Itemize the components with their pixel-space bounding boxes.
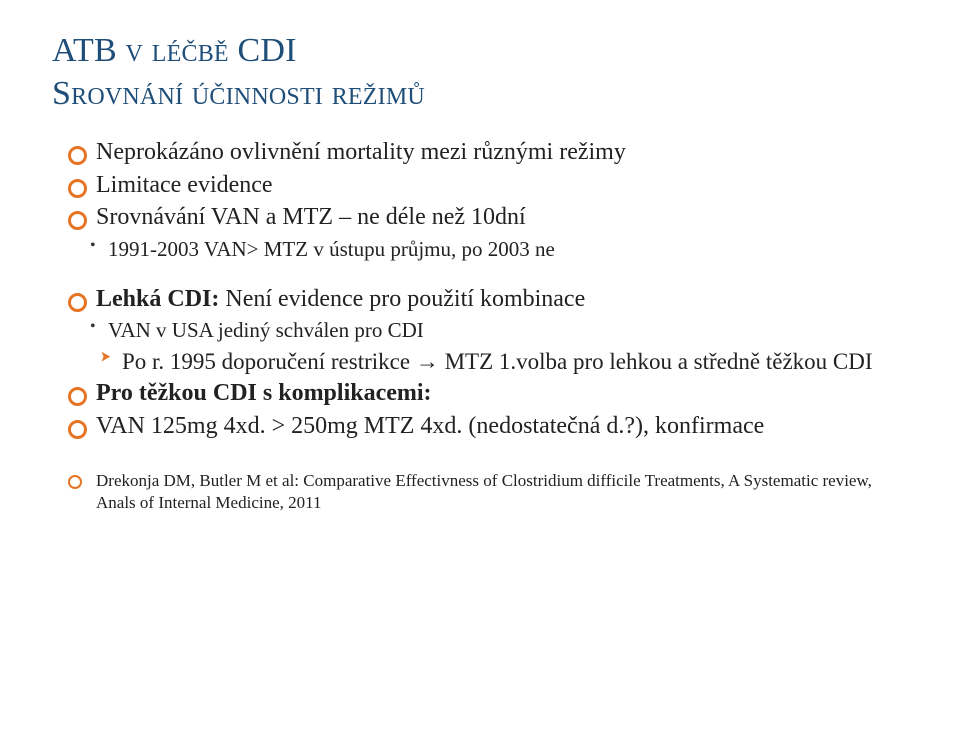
bullet-van-dose: VAN 125mg 4xd. > 250mg MTZ 4xd. (nedosta… (78, 411, 908, 442)
title-line-2: Srovnání účinnosti režimů (52, 73, 908, 116)
spacer (52, 266, 908, 284)
bullet-tezka-cdi: Pro těžkou CDI s komplikacemi: (78, 378, 908, 409)
reference-block: Drekonja DM, Butler M et al: Comparative… (52, 470, 908, 514)
slide: ATB v léčbě CDI Srovnání účinnosti režim… (0, 0, 960, 733)
bullet-van-usa: VAN v USA jediný schválen pro CDI (78, 316, 908, 344)
bullet-limitace: Limitace evidence (78, 170, 908, 201)
bullet-srovnavani: Srovnávání VAN a MTZ – ne déle než 10dní (78, 202, 908, 233)
reference: Drekonja DM, Butler M et al: Comparative… (78, 470, 908, 514)
bullet-1991-2003: 1991-2003 VAN> MTZ v ústupu průjmu, po 2… (78, 235, 908, 263)
bullet-lehka-cdi-rest: Není evidence pro použití kombinace (219, 286, 585, 312)
title-line-1: ATB v léčbě CDI (52, 30, 908, 73)
bullet-lehka-cdi: Lehká CDI: Není evidence pro použití kom… (78, 284, 908, 315)
bullet-lehka-cdi-strong: Lehká CDI: (96, 286, 219, 312)
slide-content: Neprokázáno ovlivnění mortality mezi růz… (52, 137, 908, 514)
slide-title: ATB v léčbě CDI Srovnání účinnosti režim… (52, 30, 908, 115)
bullet-1995: Po r. 1995 doporučení restrikce → MTZ 1.… (78, 347, 908, 377)
bullet-mortality: Neprokázáno ovlivnění mortality mezi růz… (78, 137, 908, 168)
